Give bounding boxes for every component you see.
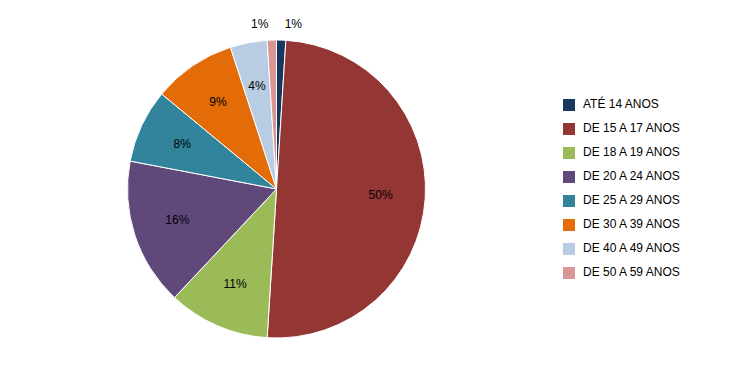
- legend-item: DE 40 A 49 ANOS: [563, 241, 680, 255]
- legend-swatch: [563, 147, 575, 159]
- legend-label: DE 20 A 24 ANOS: [583, 169, 680, 183]
- pie-slice: [267, 40, 276, 189]
- legend-label: DE 40 A 49 ANOS: [583, 241, 680, 255]
- legend-label: DE 50 A 59 ANOS: [583, 265, 680, 279]
- legend-swatch: [563, 99, 575, 111]
- data-label: 1%: [251, 17, 269, 31]
- legend-swatch: [563, 171, 575, 183]
- pie-slice: [267, 40, 425, 338]
- pie-slice: [230, 40, 276, 189]
- data-labels: 1% 50% 11% 16% 8% 9% 4% 1%: [165, 17, 393, 291]
- legend-item: DE 20 A 24 ANOS: [563, 169, 680, 183]
- legend-item: ATÉ 14 ANOS: [563, 96, 659, 111]
- legend-label: DE 30 A 39 ANOS: [583, 217, 680, 231]
- data-label: 16%: [165, 213, 189, 227]
- data-label: 8%: [173, 137, 191, 151]
- legend-item: DE 30 A 39 ANOS: [563, 217, 680, 231]
- legend: ATÉ 14 ANOS DE 15 A 17 ANOS DE 18 A 19 ANO…: [563, 96, 680, 279]
- data-label: 11%: [224, 277, 247, 291]
- data-label: 4%: [248, 79, 266, 93]
- data-label: 9%: [209, 95, 227, 109]
- legend-item: DE 15 A 17 ANOS: [563, 121, 680, 135]
- legend-label: DE 18 A 19 ANOS: [583, 145, 680, 159]
- data-label: 1%: [285, 17, 303, 31]
- chart: 1% 50% 11% 16% 8% 9% 4% 1% ATÉ 14 ANOS DE 15 A 17…: [0, 0, 753, 378]
- legend-swatch: [563, 195, 575, 207]
- pie: [127, 40, 425, 338]
- legend-swatch: [563, 123, 575, 135]
- legend-label: DE 15 A 17 ANOS: [583, 121, 680, 135]
- legend-item: DE 18 A 19 ANOS: [563, 145, 680, 159]
- data-label: 50%: [369, 188, 393, 202]
- legend-item: DE 50 A 59 ANOS: [563, 265, 680, 279]
- legend-item: DE 25 A 29 ANOS: [563, 193, 680, 207]
- legend-swatch: [563, 219, 575, 231]
- legend-label: ATÉ 14 ANOS: [583, 96, 659, 111]
- legend-label: DE 25 A 29 ANOS: [583, 193, 680, 207]
- legend-swatch: [563, 267, 575, 279]
- legend-swatch: [563, 243, 575, 255]
